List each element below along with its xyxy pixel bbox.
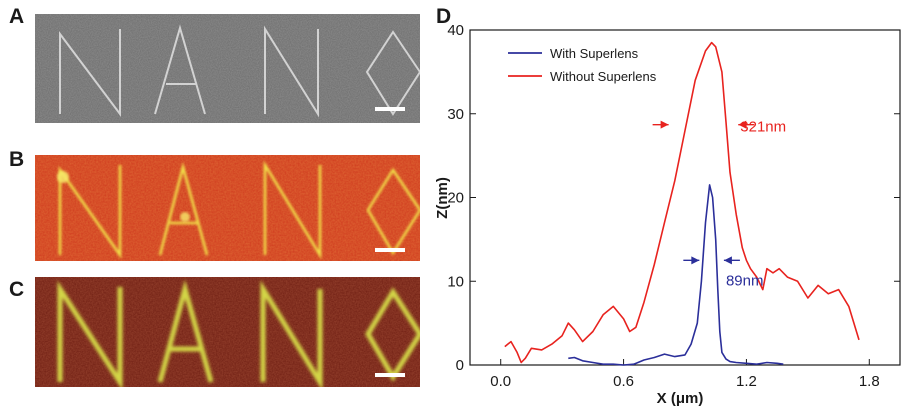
plot-frame <box>469 29 901 366</box>
fluor-b-nano-letters <box>58 160 420 260</box>
scale-bar <box>375 107 405 111</box>
legend-label-without: Without Superlens <box>550 69 657 84</box>
panel-b-letter: B <box>9 148 25 171</box>
panel-d-letter: D <box>436 5 452 28</box>
arrow-head <box>738 120 747 129</box>
arrow-head <box>723 256 732 265</box>
panel-c-fluorescence-image <box>35 277 420 387</box>
x-tick-label: 1.2 <box>736 373 757 390</box>
y-tick-label: 30 <box>447 106 464 123</box>
sem-nano-letters <box>59 24 420 118</box>
scale-bar <box>375 248 405 252</box>
annotation-89nm: 89nm <box>683 256 763 289</box>
series-line-without-superlens <box>504 41 860 364</box>
y-tick-label: 40 <box>447 22 464 39</box>
annotation-text: 89nm <box>726 272 764 289</box>
panel-c-letter: C <box>9 278 25 301</box>
y-tick-label: 20 <box>447 190 464 207</box>
x-tick-label: 0.6 <box>613 373 634 390</box>
y-axis-label: Z(nm) <box>434 177 451 219</box>
x-tick-label: 1.8 <box>859 373 880 390</box>
x-axis-label: X (μm) <box>657 390 704 407</box>
arrow-head <box>691 256 700 265</box>
annotation-text: 321nm <box>740 118 786 135</box>
panel-b-fluorescence-image <box>35 155 420 261</box>
profile-chart: 0 10 20 30 40 0.0 0.6 1.2 1.8 321nm 89nm With Su… <box>434 22 901 407</box>
legend-label-with: With Superlens <box>550 46 639 61</box>
scale-bar <box>375 373 405 377</box>
y-tick-label: 0 <box>456 357 464 374</box>
x-tick-label: 0.0 <box>490 373 511 390</box>
legend: With Superlens Without Superlens <box>508 46 657 84</box>
panel-a-letter: A <box>9 5 25 28</box>
series-line-with-superlens <box>568 184 784 366</box>
annotation-321nm: 321nm <box>652 118 786 135</box>
arrow-head <box>660 120 669 129</box>
y-tick-label: 10 <box>447 273 464 290</box>
panel-a-sem-image <box>35 14 420 123</box>
